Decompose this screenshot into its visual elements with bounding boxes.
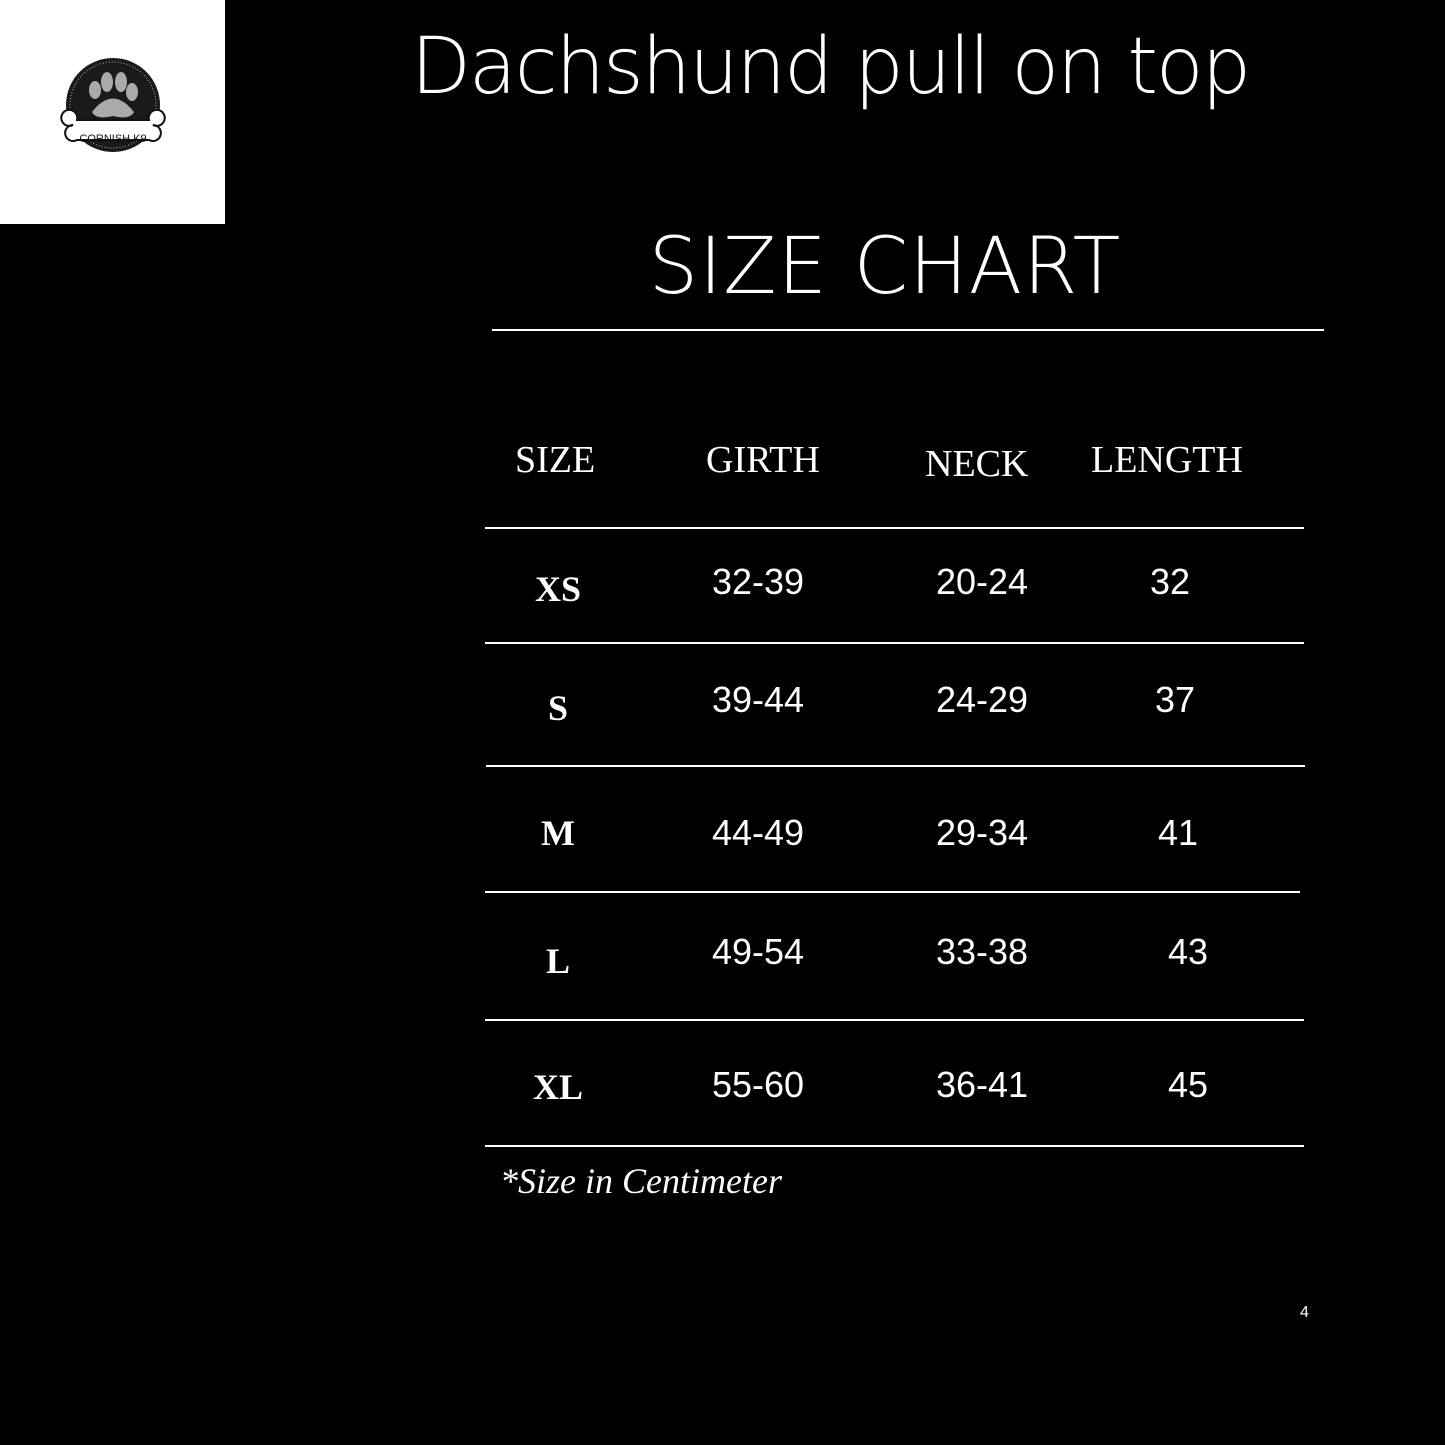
size-l: L <box>545 941 570 981</box>
logo: CORNISH K9 <box>0 0 225 224</box>
length-xs: 32 <box>1150 561 1191 602</box>
row-divider <box>485 1145 1304 1147</box>
header-length: LENGTH <box>1091 439 1243 481</box>
length-s: 37 <box>1155 679 1196 720</box>
unit-footnote: *Size in Centimeter <box>500 1161 782 1201</box>
size-xl: XL <box>532 1067 583 1107</box>
header-girth: GIRTH <box>706 439 820 481</box>
girth-xl: 55-60 <box>712 1064 805 1105</box>
size-s: S <box>547 688 569 728</box>
girth-m: 44-49 <box>712 812 805 853</box>
girth-xs: 32-39 <box>712 561 805 602</box>
neck-m: 29-34 <box>936 812 1029 853</box>
row-divider <box>485 1019 1304 1021</box>
girth-l: 49-54 <box>712 931 805 972</box>
length-xl: 45 <box>1168 1064 1209 1105</box>
size-m: M <box>541 813 575 853</box>
neck-l: 33-38 <box>936 931 1029 972</box>
paw-bone-logo-icon <box>60 58 166 152</box>
size-xs: XS <box>534 569 582 609</box>
page-number: 4 <box>1300 1304 1309 1321</box>
neck-xs: 20-24 <box>936 561 1029 602</box>
row-divider <box>486 765 1305 767</box>
row-divider <box>485 891 1300 893</box>
neck-s: 24-29 <box>936 679 1029 720</box>
neck-xl: 36-41 <box>936 1064 1029 1105</box>
header-size: SIZE <box>515 439 596 481</box>
page-title: Dachshund pull on top <box>410 22 1251 112</box>
row-divider <box>485 642 1304 644</box>
row-divider <box>485 527 1304 529</box>
length-l: 43 <box>1168 931 1209 972</box>
length-m: 41 <box>1158 812 1199 853</box>
logo-text: CORNISH K9 <box>79 133 147 145</box>
header-neck: NECK <box>925 443 1029 485</box>
size-chart-heading: SIZE CHART <box>648 222 1122 312</box>
girth-s: 39-44 <box>712 679 805 720</box>
heading-divider <box>492 329 1324 331</box>
